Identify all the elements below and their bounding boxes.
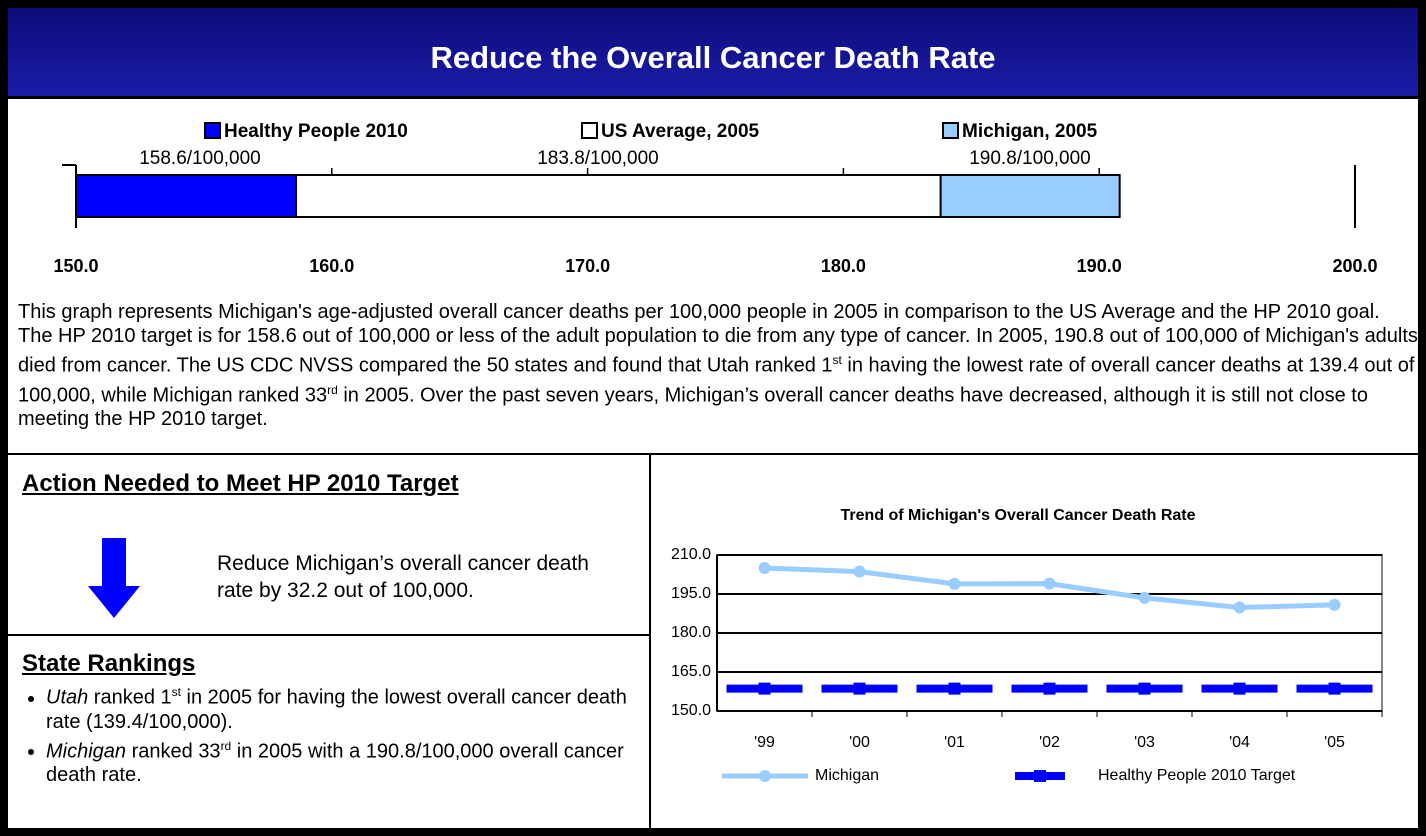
x-tick-label: 190.0 [1077, 256, 1122, 276]
divider [8, 634, 649, 636]
point [1233, 682, 1246, 695]
text: in 2005. Over the past seven years, Mich… [18, 384, 1368, 431]
value-label: 158.6/100,000 [139, 148, 261, 169]
rankings-heading: State Rankings [22, 650, 196, 677]
point [948, 577, 961, 590]
x-tick-label: 180.0 [821, 256, 866, 276]
x-tick-label: '02 [1039, 734, 1060, 751]
legend-swatch [942, 122, 959, 139]
legend-label: Healthy People 2010 [224, 121, 408, 142]
action-text: Reduce Michigan’s overall cancer death r… [217, 552, 589, 602]
x-tick-label: '04 [1229, 734, 1250, 751]
divider [649, 455, 651, 828]
text: in 2005 for having the lowest overall ca… [46, 686, 627, 733]
legend-label: US Average, 2005 [601, 121, 760, 142]
x-tick-label: '00 [849, 734, 870, 751]
x-tick-label: 160.0 [309, 256, 354, 276]
superscript: rd [220, 738, 232, 753]
x-tick-label: '03 [1134, 734, 1155, 751]
point [853, 565, 866, 578]
text: in having the lowest rate of overall can… [18, 354, 1415, 407]
description: This graph represents Michigan's age-adj… [18, 300, 1418, 431]
point [1138, 591, 1151, 604]
y-tick-label: 150.0 [671, 702, 711, 719]
text: Utah [46, 686, 89, 709]
text: This graph represents Michigan's age-adj… [18, 301, 1418, 377]
point [1043, 682, 1056, 695]
point [948, 682, 961, 695]
title: Reduce the Overall Cancer Death Rate [430, 40, 996, 75]
value-label: 183.8/100,000 [537, 148, 659, 169]
trend-chart: Trend of Michigan's Overall Cancer Death… [671, 507, 1383, 784]
y-tick-label: 180.0 [671, 624, 711, 641]
point [1328, 598, 1341, 611]
rankings-list: Utah ranked 1st in 2005 for having the l… [0, 680, 646, 787]
legend-swatch [581, 122, 598, 139]
legend-label: Michigan, 2005 [962, 121, 1098, 142]
x-tick-label: 200.0 [1332, 256, 1377, 276]
x-tick-label: '05 [1324, 734, 1345, 751]
value-label: 190.8/100,000 [969, 148, 1091, 169]
point [853, 682, 866, 695]
y-tick-label: 195.0 [671, 585, 711, 602]
superscript: st [171, 685, 181, 699]
legend-swatch [204, 122, 221, 139]
point [1043, 577, 1056, 590]
legend-marker [759, 770, 771, 782]
text: Michigan [46, 740, 127, 763]
point [1233, 601, 1246, 614]
y-tick-label: 210.0 [671, 546, 711, 563]
title-bar [8, 8, 1418, 99]
chart-title: Trend of Michigan's Overall Cancer Death… [840, 507, 1195, 524]
point [1328, 682, 1341, 695]
action-heading: Action Needed to Meet HP 2010 Target [22, 470, 459, 497]
x-tick-label: 150.0 [53, 256, 98, 276]
text: ranked 1 [88, 686, 172, 709]
text: ranked 33 [126, 740, 221, 763]
ranking-item: Utah ranked 1st in 2005 for having the l… [46, 680, 646, 734]
legend-marker [1034, 770, 1046, 782]
superscript: rd [327, 382, 338, 397]
y-tick-label: 165.0 [671, 663, 711, 680]
point [1138, 682, 1151, 695]
range-chart: 150.0 160.0 170.0 180.0 190.0 200.0 Healthy Pe… [53, 121, 1377, 276]
divider [8, 453, 1418, 455]
bar [75, 174, 297, 218]
x-tick-label: '99 [754, 734, 775, 751]
superscript: st [832, 353, 842, 367]
x-tick-label: 170.0 [565, 256, 610, 276]
ranking-item: Michigan ranked 33rd in 2005 with a 190.… [46, 734, 646, 788]
down-arrow [88, 538, 140, 618]
legend-label: Michigan [815, 767, 879, 784]
text: in 2005 with a 190.8/100,000 overall can… [46, 740, 624, 787]
x-tick-label: '01 [944, 734, 965, 751]
point [758, 682, 771, 695]
legend-label: Healthy People 2010 Target [1098, 767, 1296, 784]
point [758, 562, 771, 574]
